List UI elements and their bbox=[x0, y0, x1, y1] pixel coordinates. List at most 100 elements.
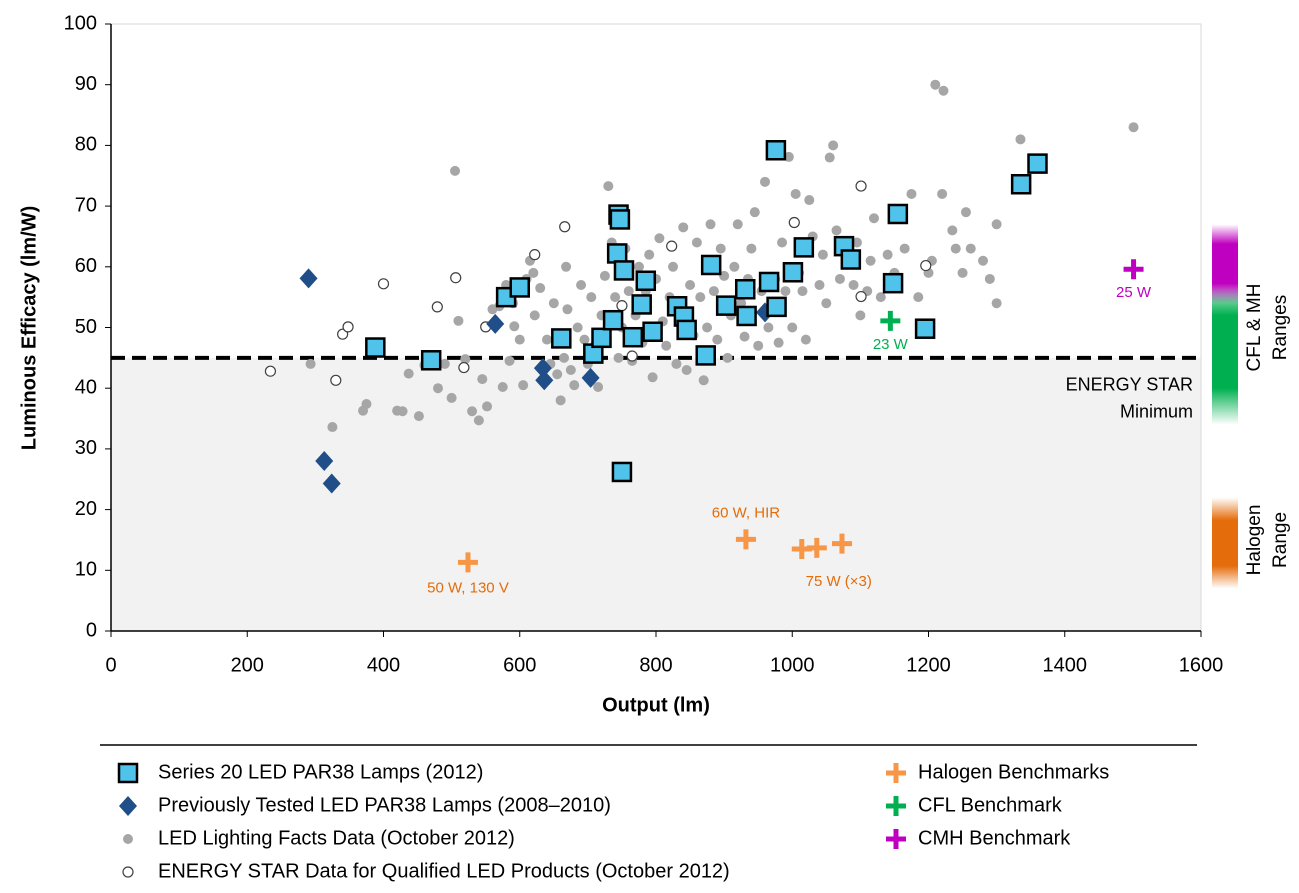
dot-marker bbox=[514, 334, 525, 345]
y-tick-label: 80 bbox=[75, 134, 97, 156]
diamond-marker bbox=[533, 358, 552, 379]
legend-label: Previously Tested LED PAR38 Lamps (2008–… bbox=[158, 794, 611, 816]
x-axis-title: Output (lm) bbox=[602, 694, 710, 716]
legend-item: CFL Benchmark bbox=[886, 794, 1063, 816]
legend-label: CMH Benchmark bbox=[918, 827, 1071, 849]
square-marker bbox=[695, 345, 716, 366]
range-label: Ranges bbox=[1270, 295, 1291, 361]
legend-label: CFL Benchmark bbox=[918, 794, 1063, 816]
diamond-marker bbox=[299, 268, 318, 289]
series-plus bbox=[880, 310, 901, 331]
open-circle-marker bbox=[666, 240, 678, 252]
dot-marker bbox=[509, 321, 520, 332]
y-axis-title: Luminous Efficacy (lm/W) bbox=[18, 206, 40, 450]
square-marker bbox=[765, 140, 787, 161]
dot-marker bbox=[565, 364, 576, 375]
dot-marker bbox=[599, 270, 610, 281]
square-marker bbox=[635, 270, 657, 292]
dot-marker bbox=[552, 369, 563, 380]
open-circle-marker bbox=[342, 321, 354, 333]
point-label: 75 W (×3) bbox=[806, 573, 872, 590]
square-marker bbox=[611, 461, 633, 483]
x-tick-label: 1600 bbox=[1179, 654, 1224, 676]
dot-marker bbox=[991, 298, 1002, 309]
dot-marker bbox=[978, 255, 988, 266]
dot-marker bbox=[777, 237, 788, 248]
dot-marker bbox=[965, 243, 976, 254]
dot-marker bbox=[497, 381, 508, 392]
dot-marker bbox=[542, 334, 552, 345]
square-marker bbox=[622, 326, 644, 348]
plus-marker bbox=[886, 763, 906, 783]
square-marker bbox=[758, 271, 780, 293]
plus-marker bbox=[831, 533, 852, 554]
dot-marker bbox=[529, 310, 540, 321]
point-label: 23 W bbox=[873, 336, 909, 353]
dot-marker bbox=[661, 340, 672, 351]
dot-marker bbox=[413, 411, 424, 422]
square-marker bbox=[602, 309, 624, 331]
square-marker bbox=[1027, 153, 1048, 174]
dot-marker bbox=[780, 286, 791, 297]
square-marker bbox=[676, 319, 697, 341]
square-marker bbox=[736, 305, 757, 327]
dot-marker bbox=[821, 298, 832, 309]
x-tick-label: 1200 bbox=[906, 654, 951, 676]
open-circle-marker bbox=[855, 180, 867, 192]
legend-label: Halogen Benchmarks bbox=[918, 761, 1109, 783]
square-marker bbox=[509, 277, 530, 298]
square-marker bbox=[1010, 173, 1032, 195]
dot-marker bbox=[712, 334, 723, 345]
dot-marker bbox=[763, 322, 774, 333]
dot-marker bbox=[708, 286, 719, 297]
dot-marker bbox=[746, 243, 757, 254]
dot-marker bbox=[797, 286, 808, 297]
open-circle-marker bbox=[458, 361, 470, 374]
dot-marker bbox=[647, 372, 658, 383]
dot-marker bbox=[869, 213, 879, 224]
dot-marker bbox=[875, 292, 886, 303]
dot-marker bbox=[528, 267, 539, 278]
dot-marker bbox=[305, 358, 316, 369]
range-band bbox=[1212, 497, 1238, 589]
square-marker bbox=[613, 260, 635, 281]
legend-label: LED Lighting Facts Data (October 2012) bbox=[158, 827, 515, 849]
y-tick-label: 70 bbox=[75, 194, 97, 216]
open-circle-marker bbox=[431, 301, 443, 313]
open-circle-marker bbox=[330, 374, 342, 386]
dot-marker bbox=[760, 176, 770, 187]
dot-marker bbox=[984, 273, 995, 284]
legend-item: Previously Tested LED PAR38 Lamps (2008–… bbox=[119, 794, 611, 816]
legend-label: Series 20 LED PAR38 Lamps (2012) bbox=[158, 761, 483, 783]
legend-item: ENERGY STAR Data for Qualified LED Produ… bbox=[122, 860, 730, 882]
plus-marker bbox=[1123, 259, 1144, 280]
dot-marker bbox=[773, 337, 784, 348]
dot-marker bbox=[473, 415, 484, 426]
dot-marker bbox=[644, 249, 655, 260]
dot-marker bbox=[654, 233, 665, 244]
dot-marker bbox=[913, 292, 924, 303]
square-marker bbox=[365, 337, 386, 358]
dot-marker bbox=[715, 243, 726, 254]
dot-marker bbox=[579, 334, 590, 345]
open-circle-marker bbox=[616, 300, 628, 312]
square-marker bbox=[840, 249, 862, 270]
square-marker bbox=[609, 209, 631, 230]
dot-marker bbox=[790, 188, 801, 199]
dot-marker bbox=[702, 322, 713, 333]
dot-marker bbox=[569, 380, 580, 391]
diamond-marker bbox=[581, 367, 600, 388]
dot-marker bbox=[749, 207, 760, 218]
dot-marker bbox=[671, 358, 682, 369]
square-marker bbox=[631, 294, 652, 315]
y-tick-label: 10 bbox=[75, 559, 97, 581]
diamond-marker bbox=[119, 796, 137, 816]
threshold-label: ENERGY STAR bbox=[1066, 375, 1193, 395]
dot-marker bbox=[397, 406, 408, 417]
threshold-label: Minimum bbox=[1120, 402, 1193, 422]
square-marker bbox=[551, 328, 572, 349]
dot-marker bbox=[753, 340, 764, 351]
open-circle-marker bbox=[122, 866, 134, 878]
dot-marker bbox=[938, 85, 949, 96]
x-tick-label: 1400 bbox=[1043, 654, 1088, 676]
